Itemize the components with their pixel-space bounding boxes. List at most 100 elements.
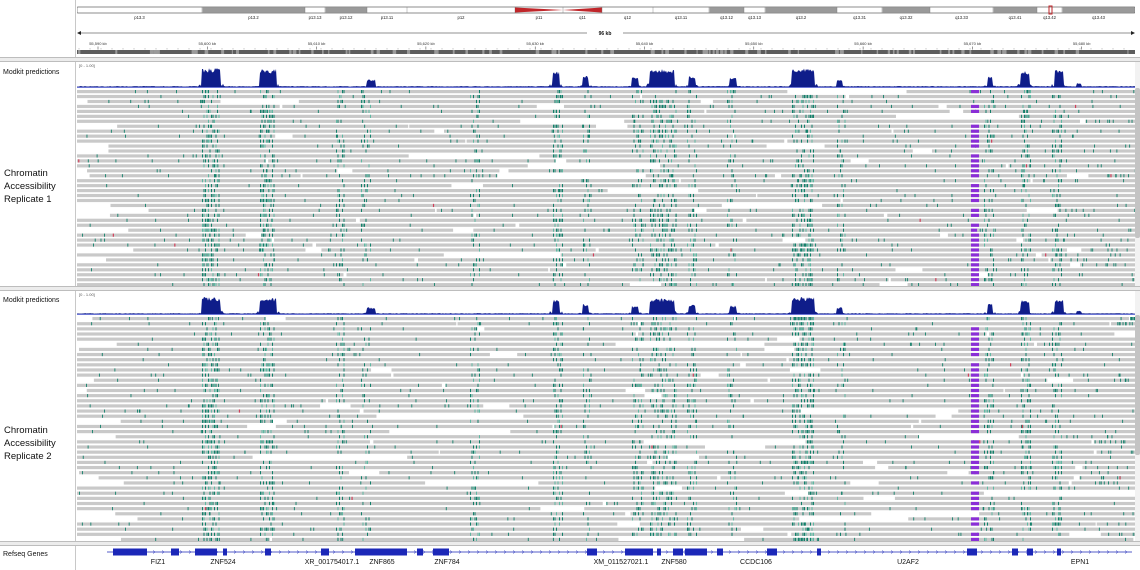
accessible-call-rep2 [655, 451, 656, 454]
reads-track-rep1[interactable] [77, 88, 1135, 286]
coverage-label-rep1[interactable]: Modkit predictions [3, 69, 59, 76]
accessible-call-rep2 [204, 399, 205, 402]
accessible-call-rep2 [367, 420, 368, 423]
accessible-call-rep2 [1061, 461, 1062, 464]
accessible-call-rep1 [949, 154, 950, 157]
ideogram[interactable]: p13.3 p13.2 p13.13 p13.12 p13.11 p12 p11 q11 q12… [77, 0, 1135, 22]
accessible-call-rep1 [727, 135, 728, 138]
accessible-call-rep1 [205, 95, 206, 98]
accessible-call-rep2 [1112, 353, 1113, 356]
accessible-call-rep2 [990, 353, 991, 356]
accessible-call-rep2 [144, 389, 145, 392]
track-name-rep1[interactable]: Chromatin Accessibility Replicate 1 [4, 167, 56, 206]
accessible-call-rep1 [659, 130, 660, 133]
accessible-call-rep2 [801, 471, 802, 474]
accessible-call-rep1 [211, 239, 212, 242]
accessible-call-rep1 [265, 263, 266, 266]
accessible-call-rep2 [1052, 363, 1053, 366]
scrollbar-thumb-rep1[interactable] [1135, 88, 1140, 238]
accessible-call-rep2 [403, 327, 404, 330]
accessible-call-rep1 [262, 194, 263, 197]
accessible-call-rep1 [638, 179, 639, 182]
accessible-call-rep1 [265, 184, 266, 187]
accessible-call-rep1 [661, 179, 662, 182]
accessible-call-rep2 [591, 456, 592, 459]
reference-sequence-tick [437, 50, 438, 54]
accessible-call-rep1 [320, 204, 321, 207]
accessible-call-rep1 [696, 258, 697, 261]
accessible-call-rep2 [162, 420, 163, 423]
accessible-call-rep2 [207, 399, 208, 402]
accessible-call-rep1 [461, 125, 462, 128]
accessible-call-rep2 [1091, 461, 1092, 464]
accessible-call-rep1 [208, 184, 209, 187]
accessible-call-rep2 [1054, 445, 1055, 448]
coverage-track-rep2[interactable] [77, 291, 1135, 315]
genes-track-label[interactable]: Refseq Genes [3, 551, 48, 558]
accessible-call-rep2 [730, 409, 731, 412]
reference-sequence-tick [661, 50, 663, 54]
accessible-call-rep2 [344, 435, 345, 438]
accessible-call-rep1 [287, 268, 288, 271]
accessible-call-rep2 [585, 451, 586, 454]
accessible-call-rep1 [730, 159, 731, 162]
accessible-call-rep2 [941, 348, 942, 351]
accessible-call-rep2 [706, 322, 707, 325]
accessible-call-rep1 [559, 100, 560, 103]
accessible-call-rep2 [809, 379, 810, 382]
accessible-call-rep2 [739, 394, 740, 397]
accessible-call-rep2 [216, 379, 217, 382]
accessible-call-rep2 [790, 322, 791, 325]
accessible-call-rep1 [658, 209, 659, 212]
track-name-rep2[interactable]: Chromatin Accessibility Replicate 2 [4, 424, 56, 463]
accessible-call-rep1 [733, 174, 734, 177]
read-rep1 [90, 174, 301, 177]
accessible-call-rep2 [658, 332, 659, 335]
accessible-call-rep2 [1032, 471, 1033, 474]
read-rep1 [303, 174, 498, 177]
read-rep1 [734, 135, 1135, 138]
accessible-call-rep1 [1088, 164, 1089, 167]
accessible-call-rep1 [662, 144, 663, 147]
accessible-call-rep1 [990, 135, 991, 138]
accessible-call-rep2 [735, 476, 736, 479]
accessible-call-rep2 [807, 343, 808, 346]
read-rep2 [799, 338, 1135, 341]
accessible-call-rep1 [655, 135, 656, 138]
accessible-call-rep2 [913, 332, 914, 335]
reads-track-rep2[interactable] [77, 315, 1135, 541]
accessible-call-rep1 [409, 90, 410, 93]
accessible-call-rep2 [1001, 451, 1002, 454]
accessible-call-rep2 [906, 466, 907, 469]
accessible-call-rep1 [800, 278, 801, 281]
accessible-call-rep2 [1101, 476, 1102, 479]
accessible-call-rep2 [658, 348, 659, 351]
accessible-call-rep1 [797, 219, 798, 222]
read-rep1 [508, 169, 1135, 172]
accessible-call-rep2 [849, 353, 850, 356]
accessible-call-rep2 [1045, 379, 1046, 382]
highlight-call-rep1 [971, 243, 979, 246]
accessible-call-rep2 [790, 317, 791, 320]
accessible-call-rep1 [475, 219, 476, 222]
accessible-call-rep1 [1057, 194, 1058, 197]
accessible-call-rep1 [662, 234, 663, 237]
accessible-call-rep2 [339, 415, 340, 418]
coverage-label-rep2[interactable]: Modkit predictions [3, 297, 59, 304]
accessible-call-rep1 [661, 184, 662, 187]
accessible-call-rep1 [562, 194, 563, 197]
accessible-call-rep1 [1060, 144, 1061, 147]
accessible-call-rep1 [806, 194, 807, 197]
accessible-call-rep1 [466, 159, 467, 162]
accessible-call-rep2 [555, 379, 556, 382]
accessible-call-rep2 [141, 420, 142, 423]
accessible-call-rep2 [752, 332, 753, 335]
accessible-call-rep1 [643, 229, 644, 232]
scrollbar-rep1[interactable] [1135, 62, 1140, 286]
highlight-call-rep1 [971, 169, 979, 172]
accessible-call-rep1 [887, 219, 888, 222]
accessible-call-rep2 [333, 327, 334, 330]
coverage-track-rep1[interactable] [77, 62, 1135, 88]
accessible-call-rep2 [210, 389, 211, 392]
